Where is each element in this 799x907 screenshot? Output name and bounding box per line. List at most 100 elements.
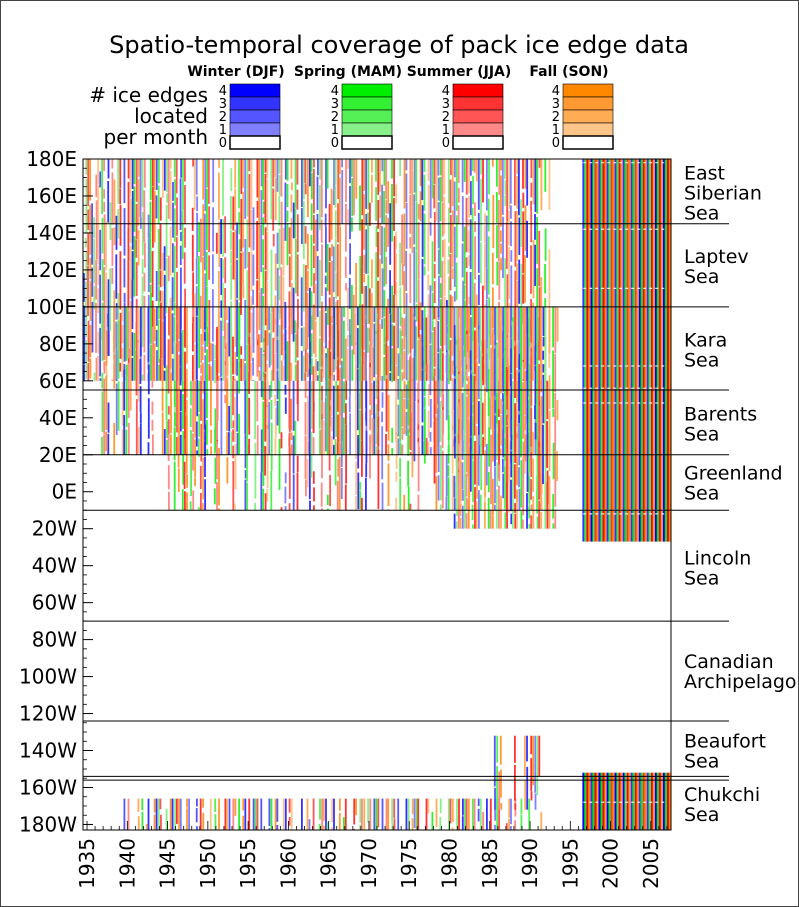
coverage-cell	[477, 434, 480, 486]
coverage-cell	[636, 159, 639, 542]
coverage-cell	[294, 420, 297, 455]
coverage-cell	[337, 306, 339, 358]
coverage-cell	[502, 458, 504, 473]
coverage-cell	[528, 457, 530, 473]
coverage-cell	[421, 258, 424, 307]
coverage-cell	[107, 159, 110, 179]
coverage-cell	[127, 798, 130, 830]
coverage-cell	[467, 798, 470, 830]
coverage-cell	[460, 306, 462, 335]
coverage-cell	[375, 306, 378, 331]
coverage-cell	[127, 261, 130, 310]
coverage-cell	[401, 338, 404, 370]
coverage-cell	[371, 346, 374, 381]
coverage-cell	[121, 325, 124, 344]
coverage-cell	[339, 352, 342, 365]
coverage-cell	[506, 366, 508, 397]
coverage-cell	[409, 306, 412, 353]
coverage-cell	[238, 798, 241, 830]
coverage-cell	[399, 444, 402, 453]
coverage-cell	[320, 482, 323, 507]
coverage-cell	[470, 364, 472, 381]
coverage-cell	[234, 229, 237, 285]
coverage-cell	[514, 735, 516, 763]
coverage-cell	[485, 215, 488, 268]
coverage-cell	[345, 403, 347, 425]
coverage-cell	[445, 496, 448, 511]
coverage-cell	[296, 348, 299, 358]
coverage-cell	[451, 474, 454, 511]
coverage-cell	[288, 368, 291, 429]
coverage-cell	[462, 280, 465, 312]
coverage-cell	[487, 236, 490, 295]
coverage-cell	[464, 435, 466, 471]
coverage-cell	[477, 159, 480, 210]
coverage-cell	[101, 159, 104, 215]
y-tick-label: 40W	[32, 554, 77, 578]
coverage-cell	[206, 349, 208, 392]
coverage-cell	[297, 306, 299, 319]
coverage-cell	[476, 456, 478, 499]
coverage-cell	[518, 159, 520, 216]
coverage-cell	[417, 402, 420, 425]
coverage-cell	[465, 306, 468, 331]
coverage-cell	[149, 159, 152, 200]
coverage-cell	[179, 367, 182, 386]
coverage-cell	[99, 327, 102, 377]
coverage-cell	[648, 159, 651, 542]
coverage-cell	[252, 306, 255, 353]
coverage-cell	[282, 798, 285, 819]
coverage-cell	[667, 772, 670, 830]
y-axis: 180E160E140E120E100E80E60E40E20E0E20W40W…	[19, 147, 93, 836]
coverage-cell	[554, 306, 557, 353]
coverage-cell	[403, 318, 406, 350]
coverage-cell	[451, 430, 454, 474]
coverage-cell	[238, 306, 241, 328]
coverage-cell	[355, 159, 358, 199]
coverage-cell	[123, 798, 126, 830]
coverage-cell	[308, 441, 311, 453]
coverage-cell	[268, 332, 271, 368]
coverage-cell	[457, 447, 460, 496]
coverage-cell	[361, 159, 364, 216]
coverage-cell	[451, 827, 454, 830]
coverage-cell	[105, 272, 108, 332]
coverage-cell	[509, 159, 512, 204]
coverage-cell	[103, 434, 106, 455]
coverage-cell	[280, 267, 283, 315]
coverage-cell	[284, 472, 287, 484]
coverage-cell	[327, 508, 329, 511]
coverage-cell	[407, 798, 410, 830]
coverage-cell	[401, 317, 404, 336]
coverage-cell	[526, 735, 528, 762]
coverage-cell	[232, 380, 234, 416]
coverage-cell	[397, 306, 400, 349]
coverage-cell	[230, 431, 233, 455]
coverage-cell	[163, 429, 166, 455]
coverage-cell	[208, 363, 211, 381]
coverage-cell	[472, 404, 474, 414]
coverage-cell	[433, 327, 436, 367]
coverage-cell	[85, 238, 87, 248]
coverage-cell	[530, 159, 533, 178]
coverage-cell	[373, 414, 376, 455]
coverage-cell	[147, 238, 150, 292]
coverage-cell	[301, 159, 303, 208]
coverage-cell	[194, 477, 196, 487]
coverage-cell	[377, 380, 380, 412]
coverage-cell	[317, 375, 319, 381]
legend-level-label: 1	[552, 123, 560, 138]
coverage-cell	[290, 362, 293, 381]
coverage-cell	[516, 502, 519, 529]
coverage-cell	[232, 429, 235, 442]
region-label: Archipelago	[684, 671, 797, 693]
coverage-cell	[174, 401, 176, 452]
coverage-cell	[353, 798, 356, 825]
coverage-cell	[505, 414, 508, 425]
coverage-cell	[391, 798, 394, 823]
coverage-cell	[89, 324, 92, 358]
coverage-cell	[264, 270, 267, 326]
x-tick-label: 1935	[75, 838, 99, 889]
coverage-cell	[220, 320, 222, 378]
coverage-cell	[276, 353, 279, 369]
